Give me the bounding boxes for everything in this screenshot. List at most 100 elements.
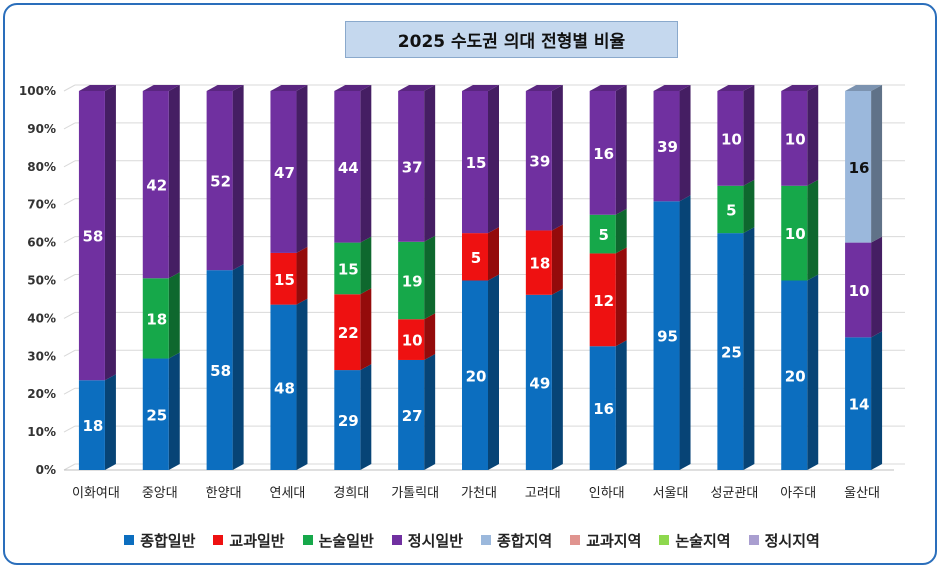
legend-item: 정시일반 bbox=[391, 530, 463, 551]
bar-side bbox=[871, 85, 883, 243]
bar-segment bbox=[717, 91, 744, 186]
data-label: 44 bbox=[338, 159, 359, 177]
bar-side bbox=[615, 208, 627, 254]
data-label: 37 bbox=[402, 158, 423, 176]
bar-side bbox=[424, 235, 436, 320]
legend-swatch bbox=[748, 535, 759, 545]
legend-swatch bbox=[302, 535, 313, 545]
bar-side bbox=[360, 85, 372, 243]
bar-side bbox=[551, 288, 563, 470]
bar-segment bbox=[206, 270, 233, 470]
legend-swatch bbox=[570, 535, 581, 545]
data-label: 48 bbox=[274, 379, 295, 397]
data-label: 10 bbox=[849, 282, 870, 300]
data-label: 10 bbox=[785, 225, 806, 243]
data-label: 18 bbox=[82, 417, 103, 435]
bar-segment bbox=[525, 91, 552, 231]
bar-segment bbox=[589, 214, 616, 254]
gridline-diag bbox=[63, 84, 76, 92]
bar-top bbox=[525, 85, 563, 91]
legend-swatch bbox=[481, 535, 491, 545]
data-label: 18 bbox=[146, 310, 167, 328]
x-tick-label: 서울대 bbox=[653, 486, 689, 501]
bar-segment bbox=[398, 319, 425, 360]
gridline-diag bbox=[63, 463, 76, 471]
bar-side bbox=[551, 85, 563, 231]
data-label: 16 bbox=[593, 400, 614, 418]
bar-side bbox=[807, 274, 819, 470]
bar-side bbox=[615, 247, 627, 347]
data-label: 15 bbox=[274, 271, 295, 289]
legend-label: 종합일반 bbox=[140, 531, 196, 550]
bar-side bbox=[360, 288, 372, 371]
gridline-diag bbox=[63, 236, 76, 244]
legend-item: 정시지역 bbox=[748, 530, 820, 551]
bar-side bbox=[296, 246, 308, 305]
bar-side bbox=[168, 352, 180, 470]
bar-side bbox=[424, 85, 436, 242]
gridline-diag bbox=[63, 387, 76, 395]
bar-segment bbox=[206, 91, 233, 271]
data-label: 29 bbox=[338, 412, 359, 430]
legend-label: 정시지역 bbox=[764, 531, 820, 550]
bar-segment bbox=[334, 370, 361, 470]
bar-segment bbox=[78, 380, 105, 470]
data-label: 58 bbox=[82, 228, 103, 246]
bar-side bbox=[488, 274, 499, 470]
legend-swatch bbox=[391, 535, 402, 545]
legend-item: 논술지역 bbox=[659, 530, 731, 551]
bar-segment bbox=[398, 359, 425, 470]
bar-segment bbox=[142, 91, 169, 279]
x-tick-label: 고려대 bbox=[525, 486, 561, 501]
bar-top bbox=[78, 85, 116, 91]
bar-segment bbox=[589, 346, 616, 470]
chart-title: 2025 수도권 의대 전형별 비율 bbox=[345, 21, 678, 58]
bar-top bbox=[845, 85, 883, 91]
bar-segment bbox=[845, 242, 872, 338]
y-tick-label: 40% bbox=[27, 311, 56, 325]
legend-label: 정시일반 bbox=[407, 531, 463, 550]
bar-top bbox=[334, 85, 372, 91]
x-tick-label: 아주대 bbox=[780, 486, 816, 501]
gridline-diag bbox=[63, 274, 76, 281]
x-tick-label: 이화여대 bbox=[72, 486, 120, 501]
y-tick-label: 80% bbox=[27, 160, 56, 174]
x-tick-label: 중앙대 bbox=[142, 486, 178, 501]
bar-side bbox=[743, 179, 755, 234]
bar-segment bbox=[142, 278, 169, 359]
y-tick-label: 20% bbox=[27, 387, 56, 401]
legend-label: 교과지역 bbox=[586, 531, 642, 550]
bar-top bbox=[653, 85, 691, 91]
y-tick-label: 10% bbox=[27, 425, 56, 439]
bar-segment bbox=[717, 185, 744, 234]
x-tick-label: 인하대 bbox=[589, 486, 625, 501]
bar-side bbox=[168, 272, 180, 359]
bar-side bbox=[424, 313, 436, 360]
legend-label: 논술지역 bbox=[675, 531, 731, 550]
bar-side bbox=[871, 236, 883, 338]
legend-item: 종합일반 bbox=[124, 530, 195, 551]
bar-segment bbox=[525, 230, 552, 295]
bar-side bbox=[871, 331, 883, 470]
chart-legend: 종합일반 교과일반 논술일반 정시일반 종합지역 교과지역 논술지역 정시지역 bbox=[0, 526, 944, 554]
bar-side bbox=[488, 85, 499, 234]
y-tick-label: 0% bbox=[36, 463, 56, 477]
gridline-diag bbox=[63, 160, 76, 168]
data-label: 10 bbox=[402, 332, 423, 350]
bar-segment bbox=[653, 91, 680, 202]
bar-segment bbox=[462, 233, 488, 281]
y-tick-label: 60% bbox=[27, 236, 56, 250]
gridline-diag bbox=[63, 311, 76, 319]
bar-segment bbox=[589, 91, 616, 215]
bar-side bbox=[168, 85, 180, 279]
bar-side bbox=[232, 264, 244, 470]
legend-item: 논술일반 bbox=[302, 530, 374, 551]
bar-side bbox=[551, 224, 563, 295]
bar-segment bbox=[717, 233, 744, 470]
bar-segment bbox=[462, 91, 488, 234]
data-label: 12 bbox=[593, 292, 614, 310]
legend-swatch bbox=[213, 535, 224, 545]
data-label: 19 bbox=[402, 273, 423, 291]
bar-side bbox=[615, 85, 627, 215]
bar-segment bbox=[781, 185, 808, 281]
